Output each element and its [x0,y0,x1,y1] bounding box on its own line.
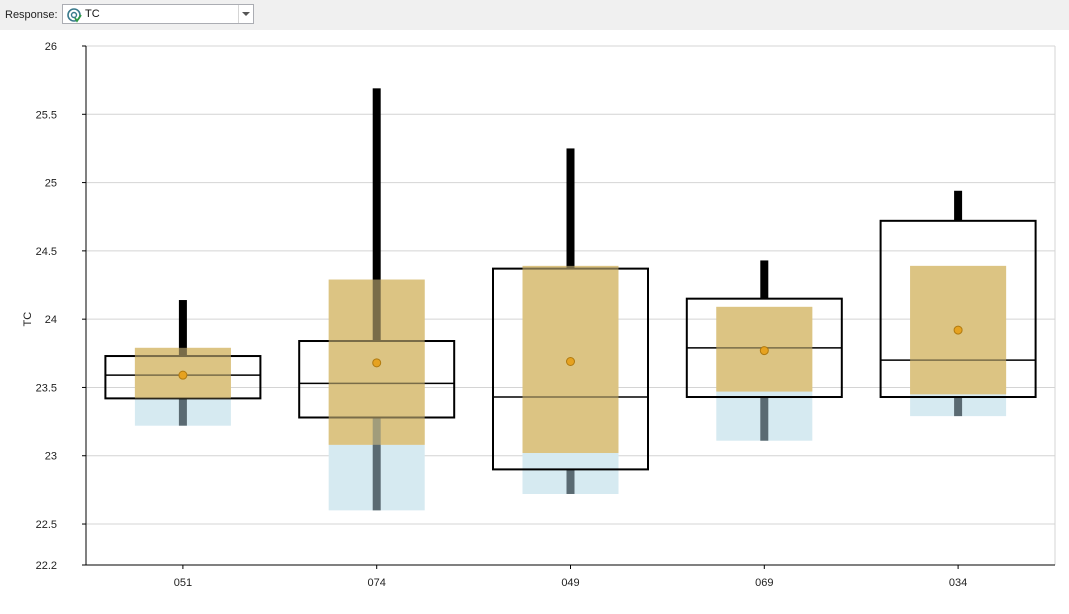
y-tick-label: 26 [45,41,57,53]
y-tick-label: 24.5 [36,246,57,258]
response-value: TC [85,8,100,20]
y-tick-label: 23.5 [36,382,57,394]
y-tick-label: 25 [45,178,57,190]
mean-marker [566,356,575,366]
y-tick-label: 23 [45,451,57,463]
y-tick-label: 24 [45,314,57,326]
mean-marker [953,325,963,335]
whisker-upper [954,190,963,221]
box-plot-chart: 26 25.5 25 24.5 24 23.5 23 22.5 22.2 TC 051 074 049 0… [5,31,1069,609]
axes: 26 25.5 25 24.5 24 23.5 23 22.5 22.2 TC 051 074 049 0… [22,41,1055,589]
target-check-icon [67,8,82,23]
x-tick-label: 074 [368,577,386,589]
whisker-lower [566,469,575,494]
grid-lines [86,45,1056,565]
whisker-lower [178,398,187,426]
mean-markers [178,325,963,380]
x-tick-label: 069 [755,577,773,589]
whisker-lower [372,417,381,511]
response-dropdown[interactable]: TC [62,4,254,24]
mean-marker [178,370,188,380]
chevron-down-icon[interactable] [238,5,253,23]
y-tick-label: 25.5 [36,109,57,121]
whisker-lower [760,397,769,441]
box [879,219,1037,399]
whisker-upper [178,300,187,357]
chart-svg: 26 25.5 25 24.5 24 23.5 23 22.5 22.2 TC 051 074 049 0… [22,41,1056,589]
x-tick-label: 051 [174,577,192,589]
y-axis-label: TC [22,312,34,327]
whiskers [178,88,963,511]
y-tick-label: 22.2 [36,560,57,572]
boxes [104,219,1037,471]
y-tick-label: 22.5 [36,519,57,531]
mean-marker [759,346,769,356]
x-tick-label: 034 [949,577,967,589]
mean-marker [372,358,382,368]
x-tick-label: 049 [561,577,579,589]
response-toolbar: Response: TC [0,0,1069,30]
whisker-upper [566,148,575,269]
whisker-upper [760,260,769,299]
whisker-lower [954,397,963,417]
response-label: Response: [5,9,58,21]
whisker-upper [372,88,381,342]
